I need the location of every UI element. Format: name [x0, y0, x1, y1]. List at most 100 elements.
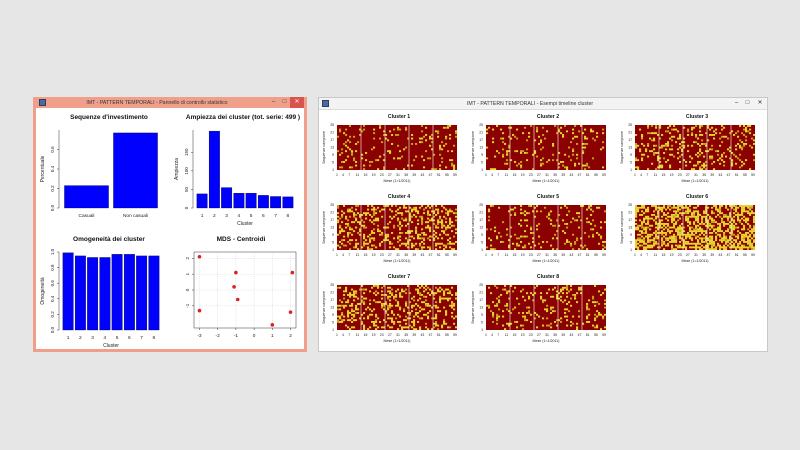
y-tick-label: 21 [330, 211, 334, 215]
heatmap-cell [512, 308, 515, 311]
heatmap-cell [731, 206, 734, 209]
heatmap-cell [401, 290, 404, 293]
heatmap-cell [506, 150, 509, 153]
heatmap-cell [341, 166, 344, 169]
heatmap-cell [707, 214, 710, 216]
heatmap-cell [707, 219, 710, 222]
heatmap-cell [691, 226, 694, 229]
heatmap-cell [347, 299, 350, 302]
heatmap-cell [711, 226, 714, 229]
heatmap-cell [504, 285, 507, 287]
heatmap-cell [492, 168, 495, 171]
cluster-timeline-titlebar[interactable]: IMT - PATTERN TEMPORALI - Esempi timelin… [319, 98, 767, 110]
heatmap-cell [574, 242, 577, 245]
heatmap-cell [445, 166, 448, 169]
stat-panel-titlebar[interactable]: IMT - PATTERN TEMPORALI - Pannello di co… [36, 97, 304, 108]
x-tick-label: 39 [710, 253, 714, 257]
heatmap-cell [673, 224, 676, 227]
heatmap-cell [373, 239, 376, 242]
heatmap-cell [341, 239, 344, 242]
cluster-title: Cluster 1 [388, 114, 410, 120]
heatmap-cell [655, 223, 658, 225]
heatmap-cell [749, 242, 752, 245]
heatmap-cell [427, 214, 430, 216]
heatmap-cell [679, 228, 682, 231]
heatmap-cell [719, 233, 722, 236]
heatmap-cell [637, 208, 640, 211]
minimize-button[interactable]: – [734, 100, 739, 106]
heatmap-cell [375, 313, 378, 316]
heatmap-cell [562, 292, 565, 295]
heatmap-cell [526, 312, 529, 314]
heatmap-cell [687, 241, 690, 243]
close-button[interactable]: ✕ [757, 100, 763, 106]
heatmap-cell [711, 134, 714, 136]
heatmap-cell [697, 228, 700, 231]
y-tick-label: 0.2 [50, 311, 55, 318]
x-tick-label: 35 [404, 333, 408, 337]
heatmap-cell [403, 205, 406, 207]
x-tick-label: 55 [594, 253, 598, 257]
heatmap-cell [588, 299, 591, 302]
heatmap-cell [526, 235, 529, 238]
heatmap-cell [540, 139, 543, 142]
heatmap-cell [387, 308, 390, 311]
heatmap-cell [602, 244, 605, 247]
heatmap-cell [355, 319, 358, 322]
heatmap-cell [671, 148, 674, 151]
maximize-button[interactable]: □ [282, 99, 287, 105]
heatmap-cell [689, 235, 692, 238]
heatmap-cell [651, 244, 654, 247]
heatmap-cell [747, 219, 750, 222]
heatmap-cell [707, 224, 710, 227]
heatmap-cell [715, 215, 718, 218]
heatmap-cell [437, 135, 440, 138]
heatmap-cell [502, 148, 505, 151]
heatmap-cell [355, 308, 358, 311]
heatmap-cell [431, 328, 434, 331]
heatmap-cell [415, 242, 418, 245]
heatmap-cell [433, 230, 436, 233]
heatmap-cell [359, 215, 362, 218]
heatmap-cell [739, 125, 742, 127]
heatmap-cell [534, 312, 537, 314]
heatmap-cell [337, 319, 340, 322]
heatmap-cell [667, 206, 670, 209]
x-tick-label: 51 [586, 173, 590, 177]
heatmap-cell [719, 239, 722, 242]
heatmap-cell [675, 237, 678, 240]
heatmap-cell [522, 235, 525, 238]
heatmap-cell [729, 150, 732, 153]
heatmap-cell [496, 319, 499, 322]
heatmap-cell [693, 168, 696, 171]
maximize-button[interactable]: □ [745, 100, 750, 106]
x-tick-label: 8 [287, 213, 290, 219]
heatmap-cell [683, 137, 686, 140]
x-tick-label: 1 [634, 173, 636, 177]
heatmap-cell [683, 230, 686, 233]
heatmap-cell [739, 214, 742, 216]
close-button[interactable]: ✕ [290, 97, 304, 108]
heatmap-cell [375, 315, 378, 318]
heatmap-cell [351, 206, 354, 209]
heatmap-cell [538, 143, 541, 145]
heatmap-cell [421, 137, 424, 140]
heatmap-cell [353, 294, 356, 296]
heatmap-cell [568, 301, 571, 304]
x-tick-label: 1 [336, 253, 338, 257]
heatmap-cell [449, 125, 452, 127]
heatmap-cell [409, 219, 412, 222]
heatmap-cell [580, 286, 583, 289]
heatmap-cell [355, 217, 358, 220]
heatmap-cell [498, 301, 501, 304]
heatmap-cell [576, 143, 579, 145]
heatmap-cell [715, 132, 718, 135]
heatmap-cell [359, 288, 362, 291]
x-tick-label: 2 [213, 213, 216, 219]
heatmap-cell [367, 317, 370, 320]
heatmap-cell [546, 161, 549, 163]
minimize-button[interactable]: – [271, 99, 276, 105]
heatmap-cell [566, 223, 569, 225]
x-axis-label: Mese (1=1/2011) [681, 259, 708, 263]
x-tick-label: 43 [421, 253, 425, 257]
